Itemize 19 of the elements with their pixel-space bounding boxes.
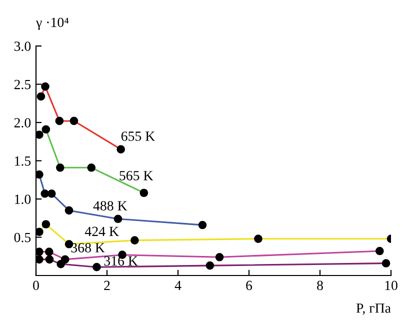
x-tick-label: 4 — [174, 280, 182, 290]
y-tick-label: 0.5 — [14, 232, 31, 242]
y-tick-label: 3.0 — [14, 42, 31, 52]
x-tick-label: 6 — [246, 280, 252, 290]
series-label: 368 K — [71, 243, 105, 252]
series-label: 424 K — [84, 226, 119, 236]
series-label: 488 K — [93, 201, 128, 211]
x-axis-title: P, гПа — [356, 304, 391, 315]
y-tick-label: 2.0 — [14, 118, 31, 128]
y-tick-label: 2.5 — [14, 80, 31, 90]
x-tick-label: 2 — [104, 280, 110, 290]
y-tick-label: 1.5 — [15, 156, 31, 166]
y-axis-title: γ ·10⁴ — [36, 18, 69, 30]
series-label: 655 K — [121, 132, 156, 141]
x-tick-label: 10 — [385, 280, 398, 290]
x-tick-label: 8 — [317, 280, 323, 290]
y-tick-label: 1.0 — [15, 194, 31, 204]
series-label: 565 K — [120, 171, 154, 180]
x-tick-label: 0 — [33, 280, 39, 290]
